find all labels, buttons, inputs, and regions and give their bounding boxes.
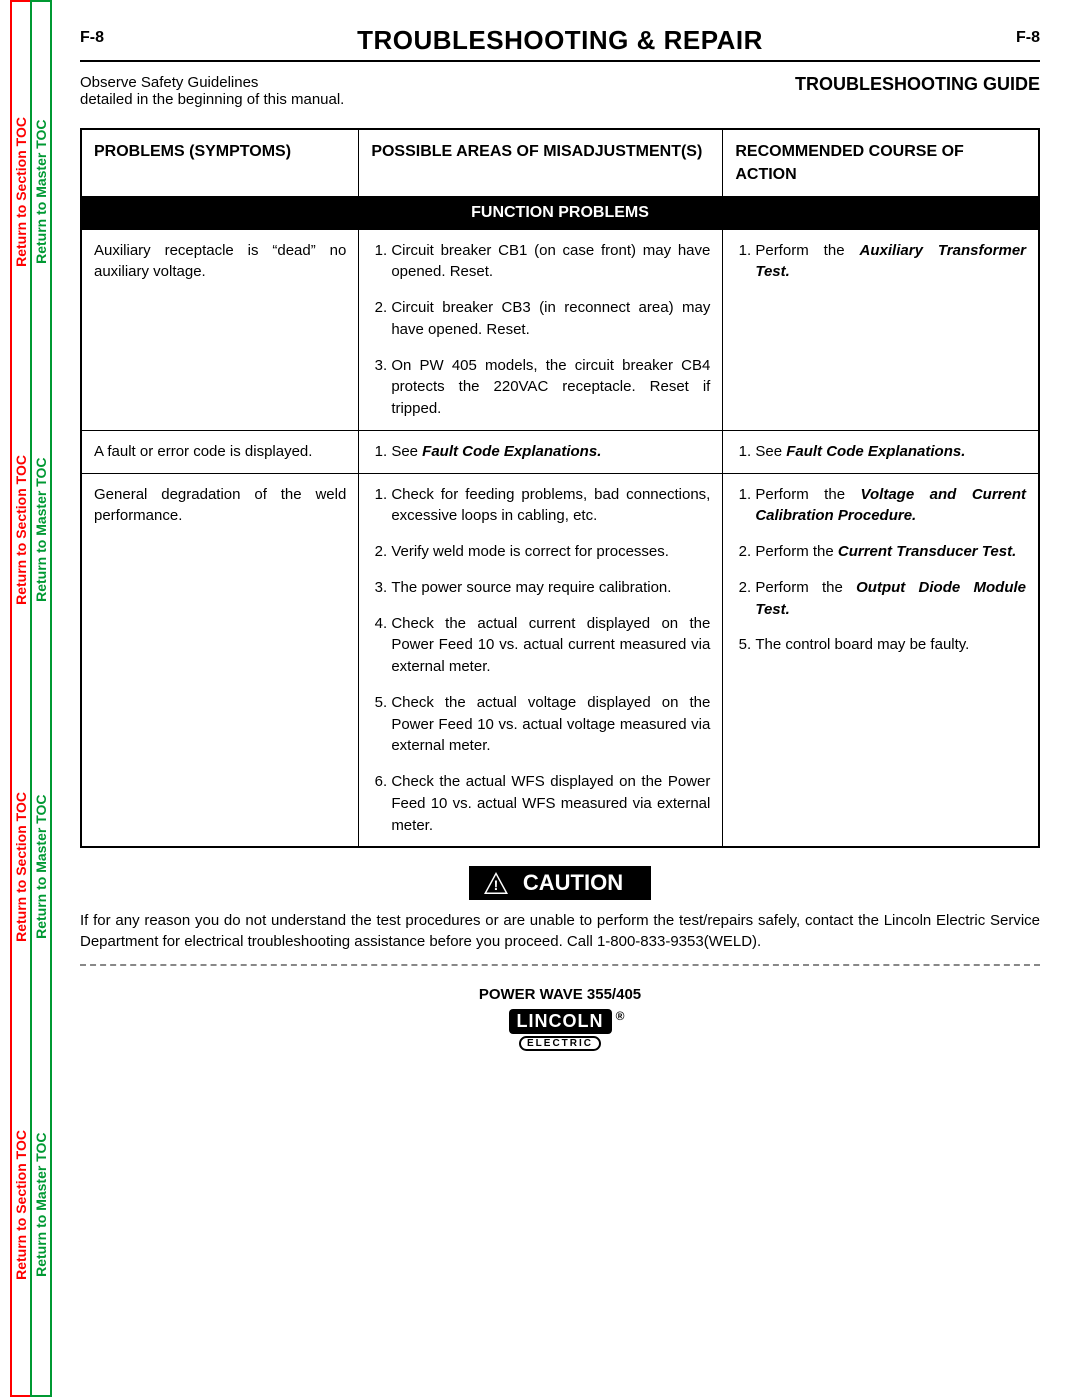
footer: POWER WAVE 355/405 LINCOLN® ELECTRIC <box>80 986 1040 1051</box>
caution-block: ! CAUTION If for any reason you do not u… <box>80 866 1040 952</box>
brand-logo: LINCOLN® ELECTRIC <box>509 1009 612 1051</box>
action-cell: Perform the Auxiliary Transformer Test. <box>723 229 1039 430</box>
section-toc-column: Return to Section TOC Return to Section … <box>10 0 32 1397</box>
table-row: Auxiliary receptacle is “dead” no auxili… <box>81 229 1039 430</box>
problem-cell: Auxiliary receptacle is “dead” no auxili… <box>81 229 359 430</box>
master-toc-link[interactable]: Return to Master TOC <box>32 707 50 1027</box>
col-header-misadjust: POSSIBLE AREAS OF MISADJUSTMENT(S) <box>359 129 723 197</box>
master-toc-link[interactable]: Return to Master TOC <box>32 370 50 690</box>
master-toc-link[interactable]: Return to Master TOC <box>32 1045 50 1365</box>
misadjust-cell: See Fault Code Explanations. <box>359 430 723 473</box>
troubleshooting-table: PROBLEMS (SYMPTOMS) POSSIBLE AREAS OF MI… <box>80 128 1040 848</box>
svg-text:!: ! <box>494 877 499 893</box>
brand-bot: ELECTRIC <box>519 1036 601 1051</box>
guide-label: TROUBLESHOOTING GUIDE <box>795 74 1040 95</box>
caution-text: If for any reason you do not understand … <box>80 910 1040 952</box>
master-toc-column: Return to Master TOC Return to Master TO… <box>30 0 52 1397</box>
misadjust-cell: Circuit breaker CB1 (on case front) may … <box>359 229 723 430</box>
page-header: F-8 TROUBLESHOOTING & REPAIR F-8 <box>80 25 1040 62</box>
col-header-problems: PROBLEMS (SYMPTOMS) <box>81 129 359 197</box>
master-toc-link[interactable]: Return to Master TOC <box>32 32 50 352</box>
table-row: General degradation of the weld performa… <box>81 473 1039 847</box>
section-toc-link[interactable]: Return to Section TOC <box>12 1045 30 1365</box>
safety-line1: Observe Safety Guidelines <box>80 74 258 91</box>
brand-top: LINCOLN® <box>509 1009 612 1034</box>
safety-note: Observe Safety Guidelines detailed in th… <box>80 74 344 108</box>
page-number-left: F-8 <box>80 29 104 47</box>
page-number-right: F-8 <box>1016 29 1040 47</box>
side-tabs: Return to Section TOC Return to Section … <box>10 0 55 1397</box>
col-header-action: RECOMMENDED COURSE OF ACTION <box>723 129 1039 197</box>
section-toc-link[interactable]: Return to Section TOC <box>12 707 30 1027</box>
safety-line2: detailed in the beginning of this manual… <box>80 91 344 108</box>
caution-banner: ! CAUTION <box>469 866 651 900</box>
misadjust-cell: Check for feeding problems, bad connecti… <box>359 473 723 847</box>
divider <box>80 964 1040 966</box>
problem-cell: A fault or error code is displayed. <box>81 430 359 473</box>
section-toc-link[interactable]: Return to Section TOC <box>12 32 30 352</box>
caution-label: CAUTION <box>523 870 623 896</box>
sub-header: Observe Safety Guidelines detailed in th… <box>80 74 1040 108</box>
problem-cell: General degradation of the weld performa… <box>81 473 359 847</box>
model-name: POWER WAVE 355/405 <box>80 986 1040 1003</box>
section-toc-link[interactable]: Return to Section TOC <box>12 370 30 690</box>
page-content: F-8 TROUBLESHOOTING & REPAIR F-8 Observe… <box>80 25 1040 1377</box>
table-row: A fault or error code is displayed.See F… <box>81 430 1039 473</box>
action-cell: See Fault Code Explanations. <box>723 430 1039 473</box>
page-title: TROUBLESHOOTING & REPAIR <box>80 25 1040 56</box>
warning-icon: ! <box>483 871 509 895</box>
section-header: FUNCTION PROBLEMS <box>81 197 1039 229</box>
action-cell: Perform the Voltage and Current Calibrat… <box>723 473 1039 847</box>
